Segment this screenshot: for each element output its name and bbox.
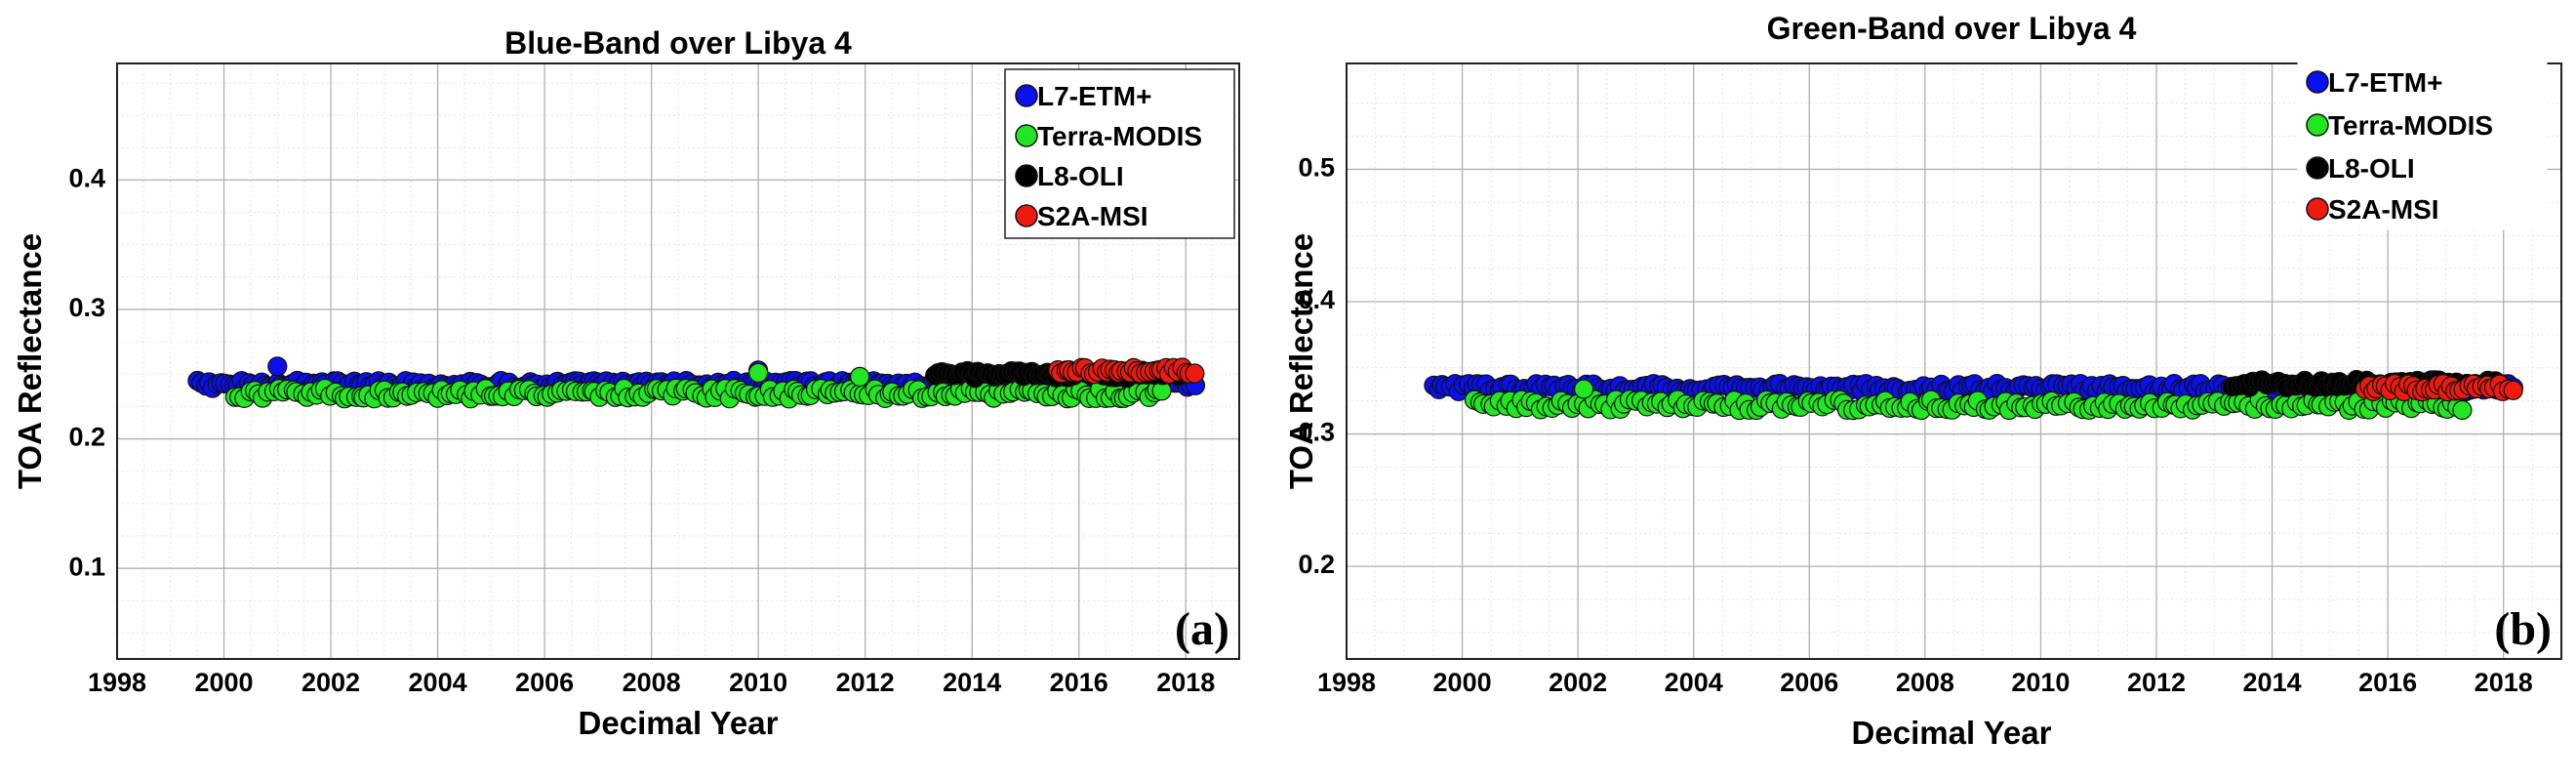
y-tick-label: 0.2 xyxy=(68,423,105,452)
x-tick-label: 2014 xyxy=(2243,668,2302,697)
legend-label-oli: L8-OLI xyxy=(1037,161,1124,191)
chart-title-a: Blue-Band over Libya 4 xyxy=(504,25,852,61)
x-tick-label: 2012 xyxy=(2127,668,2186,697)
legend-a: L7-ETM+ Terra-MODIS L8-OLI S2A-MSI xyxy=(1004,68,1235,239)
x-tick-label: 2018 xyxy=(2475,668,2533,697)
x-tick-labels-a: 1998 2000 2002 2004 2006 2008 2010 2012 … xyxy=(88,668,1215,697)
y-tick-labels-a: 0.1 0.2 0.3 0.4 xyxy=(68,163,105,581)
legend-label-msi: S2A-MSI xyxy=(1037,201,1148,231)
panel-b: Green-Band over Libya 4 1998 2000 2002 2… xyxy=(1283,11,2562,751)
legend-label-l7: L7-ETM+ xyxy=(1037,81,1151,111)
point-s2a-msi xyxy=(2503,380,2523,400)
x-tick-label: 2008 xyxy=(1896,668,1954,697)
y-tick-label: 0.3 xyxy=(68,293,105,322)
panel-label-a: (a) xyxy=(1175,603,1229,655)
x-tick-label: 2008 xyxy=(623,668,681,697)
y-axis-label-a: TOA Reflectance xyxy=(12,233,48,489)
legend-marker-oli xyxy=(2306,156,2329,180)
x-tick-label: 2012 xyxy=(836,668,895,697)
x-tick-labels-b: 1998 2000 2002 2004 2006 2008 2010 2012 … xyxy=(1317,668,2533,697)
x-axis-label-b: Decimal Year xyxy=(1852,715,2052,751)
y-axis-label-b: TOA Reflectance xyxy=(1283,233,1319,489)
point-terra-modis xyxy=(747,362,769,383)
panel-label-b: (b) xyxy=(2494,603,2552,655)
x-tick-label: 2004 xyxy=(409,668,467,697)
y-tick-label: 0.4 xyxy=(1298,285,1335,314)
axes-box-b xyxy=(1346,62,2562,660)
y-tick-label: 0.1 xyxy=(68,552,105,581)
x-tick-label: 2014 xyxy=(943,668,1001,697)
legend-marker-modis xyxy=(2306,113,2329,137)
point-l7-etm- xyxy=(267,356,288,377)
data-points-b xyxy=(1424,370,2523,421)
point-terra-modis xyxy=(850,366,870,387)
x-tick-label: 2006 xyxy=(515,668,574,697)
x-tick-label: 2010 xyxy=(729,668,787,697)
x-axis-label-a: Decimal Year xyxy=(579,705,779,741)
major-grid-b xyxy=(1346,63,2561,659)
y-tick-labels-b: 0.2 0.3 0.4 0.5 xyxy=(1298,153,1335,580)
axes-box-a xyxy=(116,62,1240,660)
legend-marker-msi xyxy=(2306,197,2329,221)
point-s2a-msi xyxy=(1185,363,1205,384)
legend-label-l7: L7-ETM+ xyxy=(2328,67,2442,98)
x-tick-label: 2006 xyxy=(1780,668,1838,697)
y-tick-label: 0.2 xyxy=(1298,550,1335,579)
legend-b: L7-ETM+ Terra-MODIS L8-OLI S2A-MSI xyxy=(2297,58,2548,230)
legend-marker-l7 xyxy=(2306,70,2329,94)
legend-label-oli: L8-OLI xyxy=(2328,153,2415,184)
y-tick-label: 0.3 xyxy=(1298,418,1335,447)
legend-box-b xyxy=(2297,58,2548,230)
x-tick-label: 1998 xyxy=(1317,668,1376,697)
legend-marker-oli xyxy=(1015,164,1038,187)
major-grid-a xyxy=(116,63,1239,659)
x-tick-label: 2000 xyxy=(194,668,253,697)
x-tick-label: 2010 xyxy=(2011,668,2070,697)
y-tick-label: 0.5 xyxy=(1298,153,1335,183)
x-tick-label: 2016 xyxy=(1050,668,1108,697)
x-tick-label: 2002 xyxy=(302,668,360,697)
chart-title-b: Green-Band over Libya 4 xyxy=(1767,11,2137,46)
legend-marker-modis xyxy=(1015,124,1038,147)
x-tick-label: 2016 xyxy=(2358,668,2417,697)
legend-marker-msi xyxy=(1015,204,1038,227)
x-tick-label: 2000 xyxy=(1433,668,1492,697)
x-tick-label: 2018 xyxy=(1156,668,1215,697)
legend-marker-l7 xyxy=(1015,84,1038,107)
data-points-a xyxy=(187,356,1206,409)
legend-box-a xyxy=(1004,68,1235,239)
x-tick-label: 2004 xyxy=(1665,668,1723,697)
x-tick-label: 2002 xyxy=(1549,668,1607,697)
y-tick-label: 0.4 xyxy=(68,163,105,192)
legend-label-modis: Terra-MODIS xyxy=(2328,110,2493,141)
legend-label-msi: S2A-MSI xyxy=(2328,194,2439,225)
point-terra-modis xyxy=(1573,379,1594,399)
legend-label-modis: Terra-MODIS xyxy=(1037,121,1202,151)
x-tick-label: 1998 xyxy=(88,668,146,697)
panel-a: Blue-Band over Libya 4 1998 2000 2002 20… xyxy=(12,25,1240,741)
point-terra-modis xyxy=(2452,399,2473,421)
